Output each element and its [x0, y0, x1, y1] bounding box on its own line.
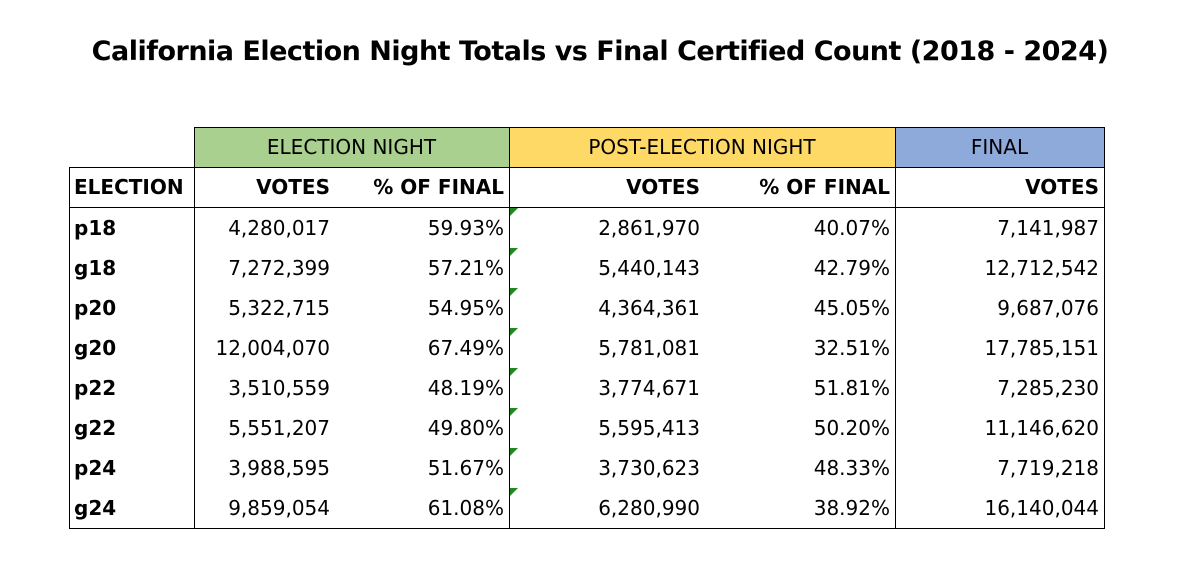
column-header: % OF FINAL: [759, 175, 890, 199]
table-cell: g20: [74, 336, 117, 360]
cell-marker: [510, 408, 518, 416]
border: [194, 167, 1105, 168]
cell-marker: [510, 368, 518, 376]
table-cell: g24: [74, 496, 117, 520]
table-cell: p24: [74, 456, 117, 480]
table-cell: 17,785,151: [984, 336, 1099, 360]
table-cell: 6,280,990: [598, 496, 700, 520]
table-cell: 50.20%: [813, 416, 890, 440]
table-cell: 61.08%: [427, 496, 504, 520]
cell-marker: [510, 448, 518, 456]
table-cell: 42.79%: [813, 256, 890, 280]
cell-marker: [510, 328, 518, 336]
table-cell: 4,280,017: [228, 216, 330, 240]
table-cell: 51.81%: [813, 376, 890, 400]
table-cell: 7,285,230: [997, 376, 1099, 400]
cell-marker: [510, 488, 518, 496]
table-cell: 9,859,054: [228, 496, 330, 520]
table-cell: 3,510,559: [228, 376, 330, 400]
border: [509, 127, 510, 529]
table-cell: 2,861,970: [598, 216, 700, 240]
border: [194, 127, 1105, 128]
table-cell: 40.07%: [813, 216, 890, 240]
border: [69, 167, 70, 529]
table-cell: 5,595,413: [598, 416, 700, 440]
table-cell: 9,687,076: [997, 296, 1099, 320]
border: [1104, 127, 1105, 529]
table-cell: 3,774,671: [598, 376, 700, 400]
cell-marker: [510, 288, 518, 296]
table-cell: 48.33%: [813, 456, 890, 480]
table-cell: 59.93%: [427, 216, 504, 240]
border: [895, 127, 896, 529]
group-header: POST-ELECTION NIGHT: [509, 127, 895, 167]
cell-marker: [510, 208, 518, 216]
table-cell: p22: [74, 376, 117, 400]
group-header: FINAL: [895, 127, 1104, 167]
table-cell: 54.95%: [427, 296, 504, 320]
table-cell: 51.67%: [427, 456, 504, 480]
table-cell: 4,364,361: [598, 296, 700, 320]
table-cell: p18: [74, 216, 117, 240]
border: [194, 127, 195, 529]
table-cell: 45.05%: [813, 296, 890, 320]
table-cell: g18: [74, 256, 117, 280]
table-cell: 38.92%: [813, 496, 890, 520]
table-cell: p20: [74, 296, 117, 320]
table-cell: 57.21%: [427, 256, 504, 280]
table-cell: 11,146,620: [984, 416, 1099, 440]
column-header: % OF FINAL: [373, 175, 504, 199]
border: [69, 167, 194, 168]
title: California Election Night Totals vs Fina…: [91, 36, 1109, 67]
table-cell: 5,440,143: [598, 256, 700, 280]
column-header: VOTES: [1025, 175, 1099, 199]
cell-marker: [510, 248, 518, 256]
table-cell: g22: [74, 416, 117, 440]
table-cell: 7,272,399: [228, 256, 330, 280]
table-cell: 3,730,623: [598, 456, 700, 480]
table-cell: 5,551,207: [228, 416, 330, 440]
column-header: ELECTION: [74, 175, 184, 199]
table-cell: 32.51%: [813, 336, 890, 360]
table-cell: 48.19%: [427, 376, 504, 400]
table-cell: 5,781,081: [598, 336, 700, 360]
table-cell: 12,004,070: [215, 336, 330, 360]
column-header: VOTES: [626, 175, 700, 199]
table-cell: 3,988,595: [228, 456, 330, 480]
table-cell: 67.49%: [427, 336, 504, 360]
table-cell: 7,141,987: [997, 216, 1099, 240]
border: [69, 207, 1105, 208]
table-cell: 7,719,218: [997, 456, 1099, 480]
group-header: ELECTION NIGHT: [194, 127, 509, 167]
column-header: VOTES: [256, 175, 330, 199]
table-cell: 5,322,715: [228, 296, 330, 320]
table-cell: 49.80%: [427, 416, 504, 440]
border: [69, 528, 1105, 529]
table-cell: 12,712,542: [984, 256, 1099, 280]
table-cell: 16,140,044: [984, 496, 1099, 520]
